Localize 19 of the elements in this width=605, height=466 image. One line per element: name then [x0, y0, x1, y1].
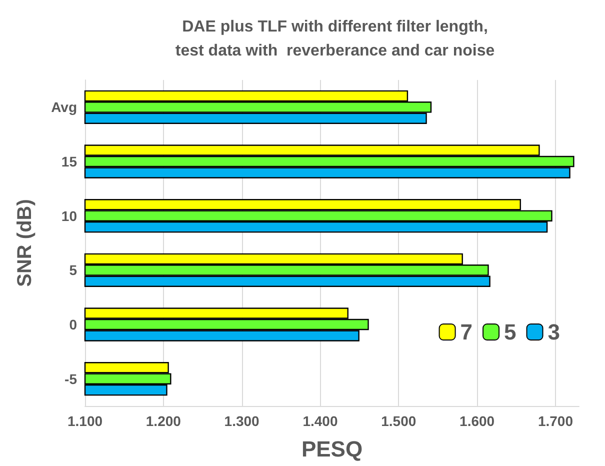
x-tick-label: 1.500	[381, 413, 416, 429]
x-axis-title: PESQ	[301, 436, 363, 462]
y-axis-title: SNR (dB)	[14, 199, 36, 287]
x-tick-label: 1.600	[460, 413, 495, 429]
legend-label: 7	[460, 320, 473, 344]
y-tick-label: 10	[61, 208, 78, 224]
y-tick-label: -5	[64, 370, 78, 387]
x-tick-label: 1.300	[224, 413, 260, 429]
y-tick-label: 15	[61, 154, 78, 170]
x-tick-label: 1.400	[302, 413, 338, 429]
legend-label: 3	[548, 320, 560, 344]
chart-title: DAE plus TLF with different filter length, test data with reverberance and car noise	[175, 18, 495, 60]
legend-label: 5	[504, 320, 516, 344]
x-tick-label: 1.200	[146, 413, 182, 429]
y-tick-label: 5	[69, 262, 78, 278]
y-tick-label: 0	[69, 316, 78, 332]
x-tick-label: 1.100	[67, 413, 103, 429]
x-tick-label: 1.700	[538, 413, 574, 429]
y-tick-label: Avg	[51, 99, 77, 116]
